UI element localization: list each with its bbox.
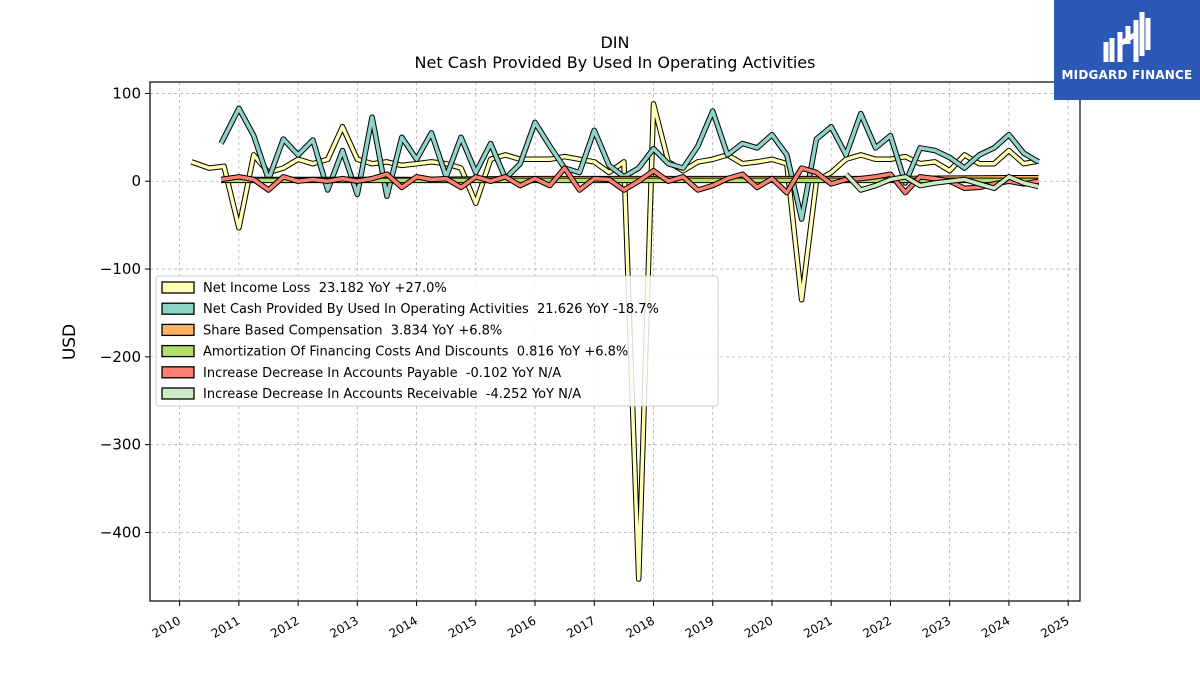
legend-swatch bbox=[161, 344, 195, 358]
legend-swatch bbox=[161, 281, 195, 294]
y-axis-label: USD bbox=[60, 324, 80, 360]
x-tick-label: 2010 bbox=[150, 613, 183, 640]
x-tick-label: 2015 bbox=[446, 613, 479, 640]
x-tick-label: 2022 bbox=[860, 613, 893, 640]
x-tick-label: 2012 bbox=[268, 613, 301, 640]
x-tick-label: 2025 bbox=[1038, 613, 1071, 640]
legend-entry: Net Cash Provided By Used In Operating A… bbox=[203, 302, 659, 317]
logo-text: MIDGARD FINANCE bbox=[1061, 68, 1193, 82]
x-tick-label: 2014 bbox=[387, 613, 420, 640]
legend-entry: Share Based Compensation 3.834 YoY +6.8% bbox=[203, 323, 502, 338]
plot-frame bbox=[149, 81, 1081, 602]
chart-subtitle: Net Cash Provided By Used In Operating A… bbox=[415, 53, 816, 72]
legend-box bbox=[155, 275, 719, 407]
logo-mark-icon bbox=[1103, 12, 1151, 62]
legend-entry: Increase Decrease In Accounts Receivable… bbox=[203, 387, 581, 402]
y-axis: 100 0 −100 −200 −300 −400 bbox=[100, 84, 150, 542]
x-tick-label: 2013 bbox=[327, 613, 360, 640]
legend-swatch bbox=[161, 387, 195, 400]
legend-entry: Amortization Of Financing Costs And Disc… bbox=[203, 345, 628, 360]
legend-swatch bbox=[161, 323, 195, 337]
legend-swatch bbox=[161, 366, 195, 379]
series-line bbox=[220, 165, 1039, 196]
y-tick-label: −400 bbox=[100, 524, 141, 542]
chart-title: DIN bbox=[600, 33, 629, 52]
x-tick-label: 2017 bbox=[564, 613, 597, 640]
legend-entry: Net Income Loss 23.182 YoY +27.0% bbox=[203, 281, 447, 296]
series-line bbox=[843, 172, 1040, 193]
x-tick-label: 2023 bbox=[920, 613, 953, 640]
x-tick-label: 2011 bbox=[209, 613, 242, 640]
legend-entry: Increase Decrease In Accounts Payable -0… bbox=[203, 366, 561, 381]
x-tick-label: 2020 bbox=[742, 613, 775, 640]
legend-swatch bbox=[161, 302, 195, 315]
series-line-fill bbox=[844, 173, 1039, 192]
y-tick-label: −100 bbox=[100, 260, 141, 278]
x-axis: 2010 2011 2012 2013 2014 2015 2016 2017 2018 2019… bbox=[150, 601, 1072, 641]
x-tick-label: 2019 bbox=[683, 613, 716, 640]
x-tick-label: 2016 bbox=[505, 613, 538, 640]
x-tick-label: 2018 bbox=[624, 613, 657, 640]
y-tick-label: 0 bbox=[131, 172, 141, 190]
series-line-fill bbox=[220, 166, 1039, 195]
y-tick-label: 100 bbox=[112, 84, 141, 102]
y-tick-label: −200 bbox=[100, 348, 141, 366]
brand-logo: MIDGARD FINANCE bbox=[1054, 0, 1200, 100]
x-tick-label: 2024 bbox=[979, 613, 1012, 640]
series-layer bbox=[190, 101, 1040, 582]
x-tick-label: 2021 bbox=[801, 613, 834, 640]
legend: Net Income Loss 23.182 YoY +27.0% Net Cas… bbox=[155, 275, 719, 407]
y-tick-label: −300 bbox=[100, 436, 141, 454]
